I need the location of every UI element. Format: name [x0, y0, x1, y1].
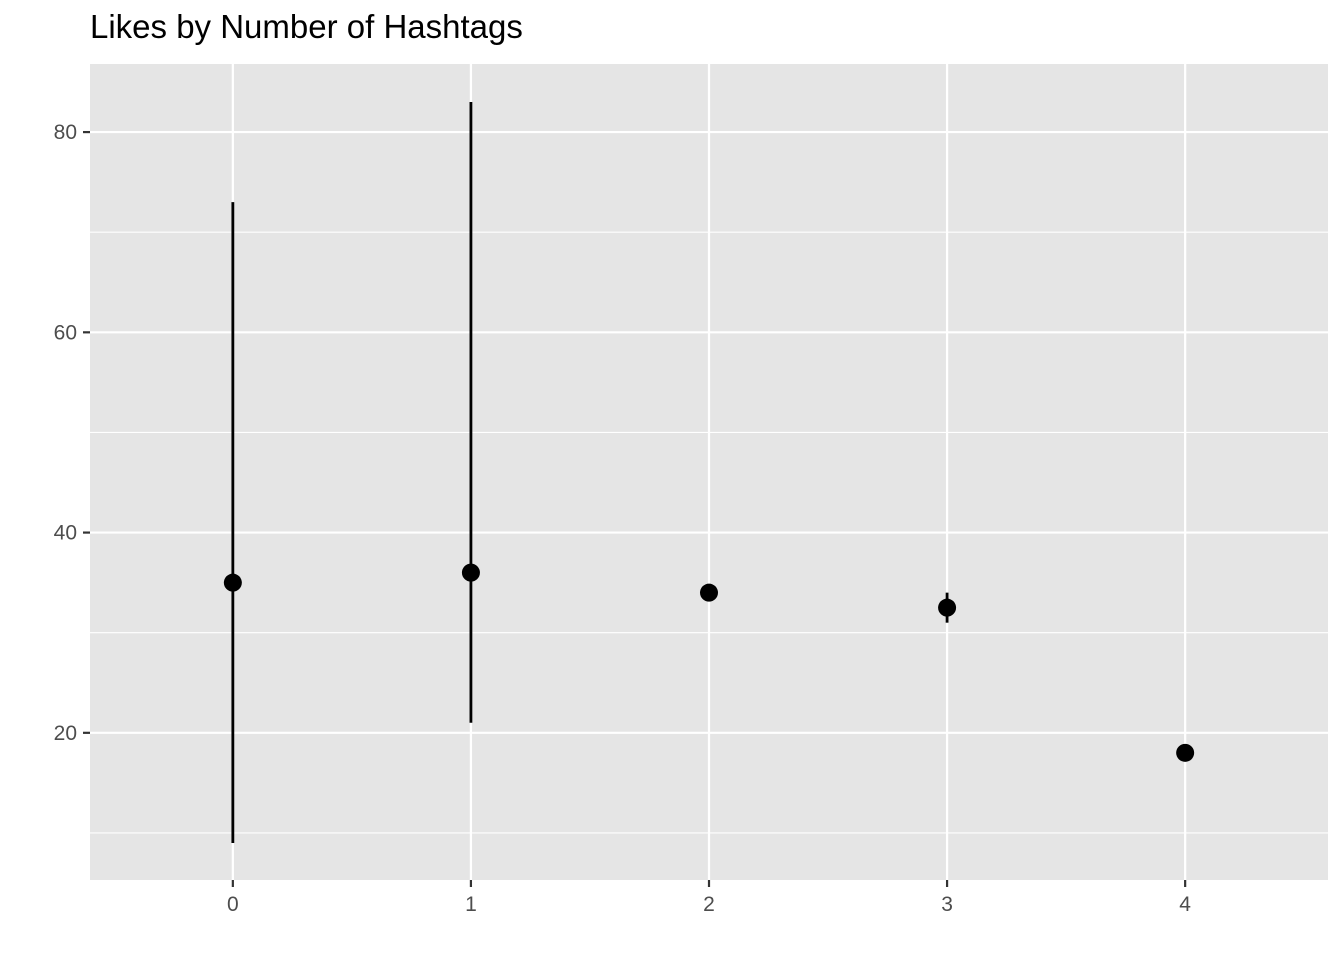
- data-point: [1176, 743, 1195, 762]
- x-axis: 0 1 2 3 4: [227, 880, 1191, 916]
- y-tick-label: 80: [54, 121, 77, 144]
- major-gridlines: [90, 64, 1328, 880]
- y-tick-label: 20: [54, 722, 77, 745]
- y-tick-label: 40: [54, 522, 77, 545]
- data-point: [223, 573, 242, 592]
- x-tick-label: 3: [941, 893, 953, 916]
- x-tick-label: 1: [465, 893, 477, 916]
- data-points: [223, 563, 1195, 762]
- data-point: [938, 598, 957, 617]
- data-point: [700, 583, 718, 602]
- data-point: [461, 563, 480, 582]
- x-tick-label: 0: [227, 893, 239, 916]
- x-tick-label: 4: [1179, 893, 1191, 916]
- y-tick-label: 60: [54, 321, 77, 344]
- y-axis: 20 40 60 80: [54, 121, 90, 745]
- x-tick-label: 2: [703, 893, 715, 916]
- chart-title: Likes by Number of Hashtags: [90, 8, 523, 45]
